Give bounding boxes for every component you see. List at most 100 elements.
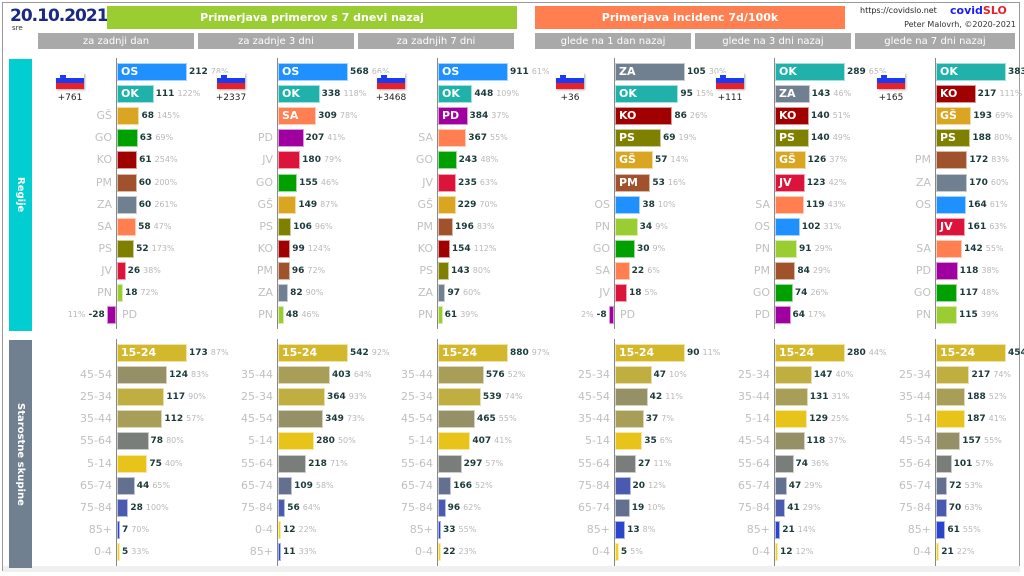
region-percent: 112%	[473, 243, 497, 253]
region-percent: 70%	[479, 199, 498, 209]
age-bar	[775, 520, 781, 539]
region-percent: 96%	[314, 221, 333, 231]
age-category-label: 0-4	[94, 544, 112, 558]
age-value: 61	[947, 524, 960, 535]
region-percent: 254%	[154, 155, 178, 165]
age-value: 33	[443, 524, 456, 535]
age-percent: 5%	[630, 546, 643, 556]
region-value-label: 338 118%	[322, 84, 367, 104]
section-label-regions: Regije	[9, 59, 32, 331]
region-category-label: SA	[916, 241, 931, 255]
section-label-age-groups-text: Starostne skupine	[15, 402, 26, 506]
region-value-label: 68 145%	[141, 106, 179, 126]
age-percent: 37%	[828, 436, 847, 446]
site-url[interactable]: https://covidslo.net	[860, 6, 937, 15]
age-value-label: 117 90%	[166, 387, 206, 407]
region-category-label: PD	[257, 131, 273, 145]
region-value: 48	[285, 310, 299, 321]
region-value-label: 170 60%	[969, 173, 1009, 193]
region-category-label: SA	[97, 219, 112, 233]
age-percent: 11%	[653, 458, 672, 468]
region-category-label: PD	[122, 308, 138, 322]
region-value: 188	[972, 133, 992, 144]
region-value-label: 18 5%	[629, 283, 657, 303]
age-category-label: 75-84	[578, 478, 610, 492]
region-value-label: 123 42%	[807, 173, 847, 193]
age-value-label: 47 29%	[789, 476, 822, 496]
age-category-label: 15-24	[940, 346, 976, 359]
region-row	[0, 62, 1, 82]
region-value-label: 105 30%	[687, 62, 727, 82]
age-bar	[936, 520, 946, 539]
age-value: 364	[327, 392, 346, 403]
region-category-label: PS	[619, 131, 635, 145]
region-bar	[936, 173, 968, 192]
region-category-label: ZA	[779, 87, 796, 101]
age-value: 19	[631, 502, 645, 513]
age-category-label: 15-24	[121, 346, 157, 359]
region-percent: 9%	[652, 243, 666, 253]
region-value-label: 48 46%	[286, 305, 319, 325]
age-category-label: 45-54	[80, 368, 112, 382]
age-bar	[438, 498, 446, 517]
region-value: 96	[291, 265, 305, 276]
region-category-label: PM	[95, 175, 112, 189]
region-category-label: ZA	[257, 286, 273, 299]
age-value-label: 75 40%	[149, 454, 182, 474]
slovenia-flag-icon	[377, 73, 405, 89]
weekday: sre	[12, 24, 23, 32]
region-percent: 83%	[476, 221, 495, 231]
age-bar	[936, 344, 1006, 362]
age-category-label: 5-14	[585, 434, 610, 448]
region-bar	[438, 217, 454, 236]
age-percent: 70%	[131, 524, 150, 534]
region-category-label: JV	[779, 175, 792, 189]
age-value: 147	[813, 370, 833, 381]
region-category-label: PD	[620, 308, 636, 322]
region-value: 235	[458, 177, 477, 188]
age-percent: 44%	[868, 348, 887, 357]
region-category-label: SA	[755, 197, 770, 211]
region-category-label: ZA	[915, 175, 931, 189]
age-value-label: 131 31%	[810, 387, 850, 407]
age-category-label: 25-34	[578, 368, 610, 382]
age-bar	[775, 366, 812, 385]
age-category-label: 35-44	[578, 412, 610, 426]
region-value-label: 97 60%	[447, 283, 480, 303]
region-percent: 60%	[990, 177, 1009, 187]
age-category-label: 15-24	[282, 346, 318, 359]
age-value: 5	[620, 546, 628, 557]
age-value-label: 44 65%	[137, 476, 170, 496]
age-value: 542	[350, 348, 369, 358]
region-value-label: 229 70%	[458, 195, 498, 215]
age-percent: 97%	[531, 348, 550, 357]
region-value-label: 30 9%	[637, 239, 665, 259]
region-bar	[775, 239, 798, 258]
region-percent: 16%	[667, 177, 686, 187]
subheader-vs-3-days: glede na 3 dni nazaj	[695, 33, 851, 49]
age-value: 12	[283, 524, 296, 535]
age-category-label: 5-14	[248, 434, 273, 448]
age-value: 454	[1008, 348, 1024, 358]
age-percent: 74%	[504, 392, 523, 402]
region-category-label: JV	[422, 175, 433, 189]
region-bar	[117, 261, 126, 280]
region-value: 74	[794, 288, 808, 298]
age-category-label: 35-44	[899, 390, 931, 404]
region-percent: 63%	[479, 177, 498, 187]
age-value: 22	[443, 546, 456, 557]
region-category-label: PM	[753, 263, 770, 277]
age-value-label: 42 11%	[650, 387, 683, 407]
age-category-label: 0-4	[592, 544, 610, 558]
age-bar	[775, 388, 808, 407]
region-percent: 49%	[832, 133, 851, 143]
age-percent: 14%	[797, 524, 816, 534]
region-percent: 124%	[307, 243, 331, 253]
region-value-label: 243 48%	[459, 150, 499, 170]
region-value-label: 143 46%	[812, 84, 852, 104]
age-value-label: 129 25%	[809, 409, 849, 429]
region-percent: 51%	[832, 111, 851, 121]
region-value: 26	[127, 265, 141, 276]
region-percent: 2%	[580, 310, 594, 320]
region-bar	[775, 284, 793, 302]
